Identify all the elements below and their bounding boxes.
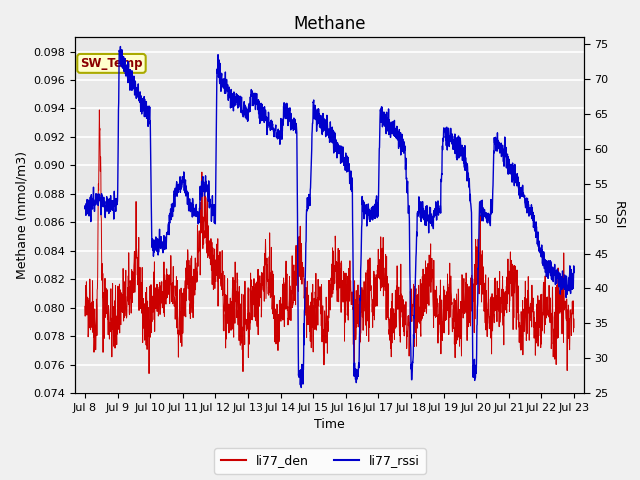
- Y-axis label: RSSI: RSSI: [612, 201, 625, 229]
- Title: Methane: Methane: [293, 15, 365, 33]
- Y-axis label: Methane (mmol/m3): Methane (mmol/m3): [15, 151, 28, 279]
- X-axis label: Time: Time: [314, 419, 345, 432]
- Legend: li77_den, li77_rssi: li77_den, li77_rssi: [214, 448, 426, 474]
- Text: SW_Temp: SW_Temp: [80, 57, 143, 70]
